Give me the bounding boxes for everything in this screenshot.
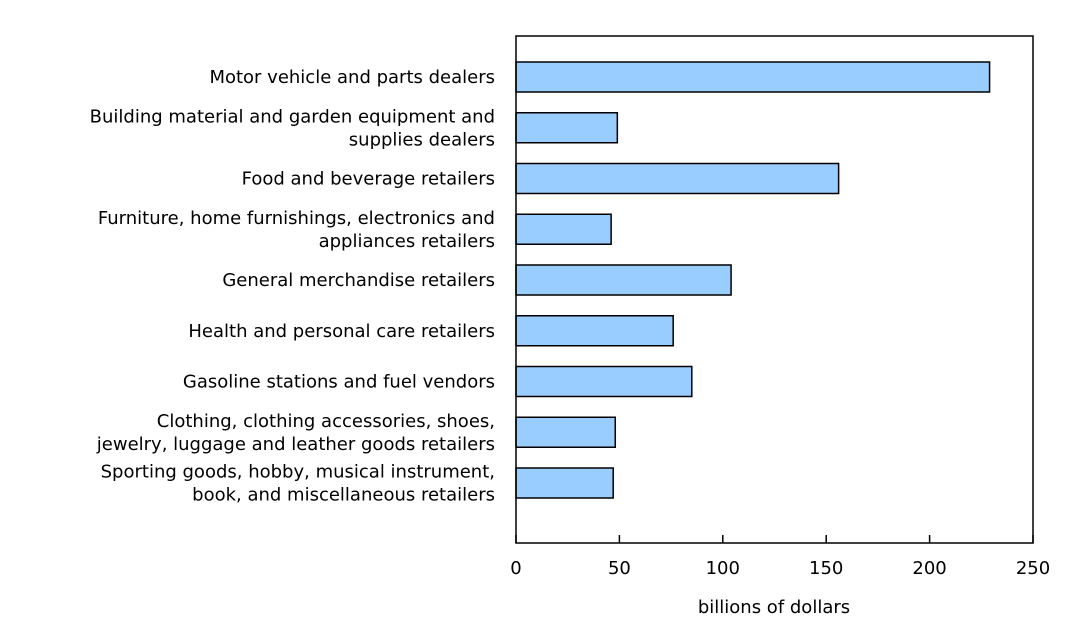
category-label-6: Gasoline stations and fuel vendors: [183, 372, 495, 393]
bar-8: [515, 467, 614, 499]
category-label-7: Clothing, clothing accessories, shoes, je…: [96, 411, 495, 455]
category-label-2: Food and beverage retailers: [242, 169, 495, 190]
category-label-1-line-0: Building material and garden equipment a…: [90, 106, 495, 127]
category-label-6-line-0: Gasoline stations and fuel vendors: [183, 372, 495, 393]
category-label-0-line-0: Motor vehicle and parts dealers: [209, 67, 495, 88]
category-label-4-line-0: General merchandise retailers: [222, 270, 495, 291]
bar-4: [515, 264, 732, 296]
x-tick-label-0: 0: [510, 558, 521, 579]
bar-0: [515, 61, 991, 93]
category-label-8-line-1: book, and miscellaneous retailers: [192, 485, 495, 506]
x-tick-label-4: 200: [912, 558, 946, 579]
x-axis-title: billions of dollars: [698, 597, 850, 618]
category-label-1: Building material and garden equipment a…: [90, 106, 495, 150]
category-label-3-line-1: appliances retailers: [319, 231, 495, 252]
bar-7: [515, 416, 617, 448]
category-label-5: Health and personal care retailers: [188, 321, 495, 342]
category-label-3: Furniture, home furnishings, electronics…: [98, 208, 495, 252]
x-tick-label-3: 150: [809, 558, 843, 579]
bar-5: [515, 315, 674, 347]
plot-frame: [515, 35, 1034, 544]
bar-2: [515, 162, 840, 195]
bar-6: [515, 365, 693, 398]
bar-1: [515, 112, 619, 144]
category-label-3-line-0: Furniture, home furnishings, electronics…: [98, 208, 495, 229]
category-label-7-line-0: Clothing, clothing accessories, shoes,: [157, 411, 495, 432]
category-label-4: General merchandise retailers: [222, 270, 495, 291]
category-label-2-line-0: Food and beverage retailers: [242, 169, 495, 190]
x-tick-label-1: 50: [608, 558, 631, 579]
bars-group: [515, 61, 991, 499]
category-label-8-line-0: Sporting goods, hobby, musical instrumen…: [101, 462, 495, 483]
x-tick-label-5: 250: [1016, 558, 1050, 579]
category-label-8: Sporting goods, hobby, musical instrumen…: [101, 462, 495, 506]
category-labels-group: Motor vehicle and parts dealers Building …: [90, 67, 495, 506]
x-axis-tick-labels-group: 0 50 100 150 200 250: [510, 558, 1050, 579]
x-tick-label-2: 100: [706, 558, 740, 579]
category-label-1-line-1: supplies dealers: [349, 129, 495, 150]
category-label-5-line-0: Health and personal care retailers: [188, 321, 495, 342]
category-label-7-line-1: jewelry, luggage and leather goods retai…: [96, 434, 495, 455]
x-axis-ticks-group: [515, 535, 1034, 543]
category-label-0: Motor vehicle and parts dealers: [209, 67, 495, 88]
bar-3: [515, 213, 612, 245]
